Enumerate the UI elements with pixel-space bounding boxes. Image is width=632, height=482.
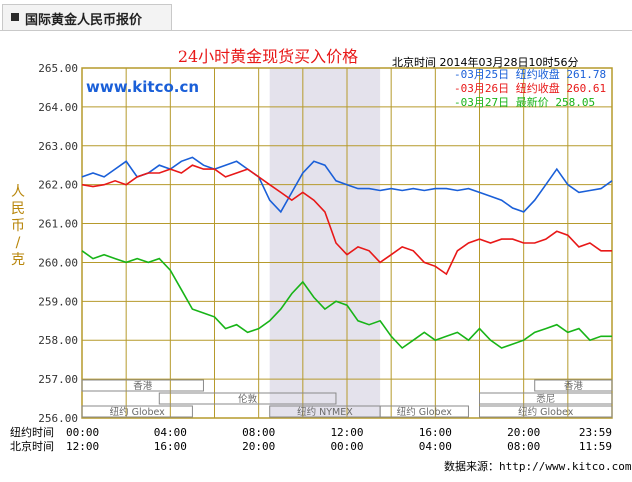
market-session-label: 香港 xyxy=(564,380,584,392)
x-tick-label: 20:00 xyxy=(507,426,540,439)
y-axis-label-char: 币 xyxy=(11,218,25,234)
x-tick-label: 16:00 xyxy=(154,440,187,453)
x-tick-label: 04:00 xyxy=(154,426,187,439)
tab-label: 国际黄金人民币报价 xyxy=(25,13,143,28)
market-session-label: 纽约 Globex xyxy=(110,406,166,418)
market-session-label: 纽约 NYMEX xyxy=(297,406,353,418)
y-tick-label: 260.00 xyxy=(38,256,78,269)
market-session-box xyxy=(534,379,613,392)
market-session-label: 纽约 Globex xyxy=(397,406,453,418)
y-tick-label: 259.00 xyxy=(38,295,78,308)
watermark-label: www.kitco.cn xyxy=(86,78,199,96)
market-session-label: 香港 xyxy=(133,380,153,392)
series-line xyxy=(81,164,612,276)
y-axis-label-char: 民 xyxy=(11,201,25,217)
chart-timestamp: 北京时间 2014年03月28日10时56分 xyxy=(392,55,578,69)
series-line xyxy=(81,250,612,350)
x-axis-row-label: 北京时间 xyxy=(10,439,54,453)
tab-bullet-icon xyxy=(11,13,19,21)
plot-border xyxy=(81,67,613,419)
market-session-label: 伦敦 xyxy=(238,393,258,405)
x-tick-label: 23:59 xyxy=(579,426,612,439)
chart-title: 24小时黄金现货买入价格 xyxy=(178,47,358,66)
data-source-label: 数据来源：http://www.kitco.com xyxy=(444,460,632,473)
y-tick-label: 265.00 xyxy=(38,62,78,75)
y-tick-label: 261.00 xyxy=(38,218,78,231)
y-tick-label: 264.00 xyxy=(38,101,78,114)
market-session-box xyxy=(479,405,613,418)
y-axis-label-char: / xyxy=(16,235,21,251)
x-tick-label: 00:00 xyxy=(66,426,99,439)
y-tick-label: 262.00 xyxy=(38,179,78,192)
x-tick-label: 12:00 xyxy=(330,426,363,439)
x-tick-label: 12:00 xyxy=(66,440,99,453)
market-session-box xyxy=(81,379,204,392)
tab-bar: 国际黄金人民币报价 xyxy=(0,0,632,31)
x-tick-label: 08:00 xyxy=(507,440,540,453)
y-axis-label-char: 人 xyxy=(11,184,25,200)
x-axis-row-label: 纽约时间 xyxy=(10,425,54,439)
x-tick-label: 00:00 xyxy=(330,440,363,453)
y-tick-label: 258.00 xyxy=(38,334,78,347)
x-tick-label: 16:00 xyxy=(419,426,452,439)
x-tick-label: 20:00 xyxy=(242,440,275,453)
legend-entry: -03月25日 纽约收盘 261.78 xyxy=(454,67,606,81)
gold-price-chart: 265.00 264.00 263.00 262.00 261.00 260.00 259.… xyxy=(10,47,613,453)
y-tick-label: 256.00 xyxy=(38,412,78,425)
market-session-box xyxy=(479,392,613,405)
y-axis-label-char: 克 xyxy=(11,252,25,268)
x-tick-label: 08:00 xyxy=(242,426,275,439)
shaded-session-band xyxy=(269,68,381,418)
y-tick-label: 257.00 xyxy=(38,373,78,386)
market-session-box xyxy=(379,405,469,418)
y-tick-label: 263.00 xyxy=(38,140,78,153)
legend-entry: -03月26日 纽约收盘 260.61 xyxy=(454,81,606,95)
market-session-box xyxy=(158,392,337,405)
tab-gold-price[interactable]: 国际黄金人民币报价 xyxy=(2,4,172,30)
market-session-box xyxy=(81,405,193,418)
market-session-label: 悉尼 xyxy=(536,393,555,405)
legend-entry: -03月27日 最新价 258.05 xyxy=(454,95,595,109)
x-tick-label: 04:00 xyxy=(419,440,452,453)
x-tick-label: 11:59 xyxy=(579,440,612,453)
market-session-label: 纽约 Globex xyxy=(518,406,574,418)
